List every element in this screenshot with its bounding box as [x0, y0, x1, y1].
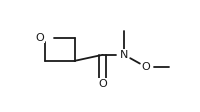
Text: O: O [36, 33, 44, 43]
Text: O: O [98, 79, 107, 89]
Text: O: O [142, 62, 150, 72]
Text: N: N [120, 50, 128, 60]
